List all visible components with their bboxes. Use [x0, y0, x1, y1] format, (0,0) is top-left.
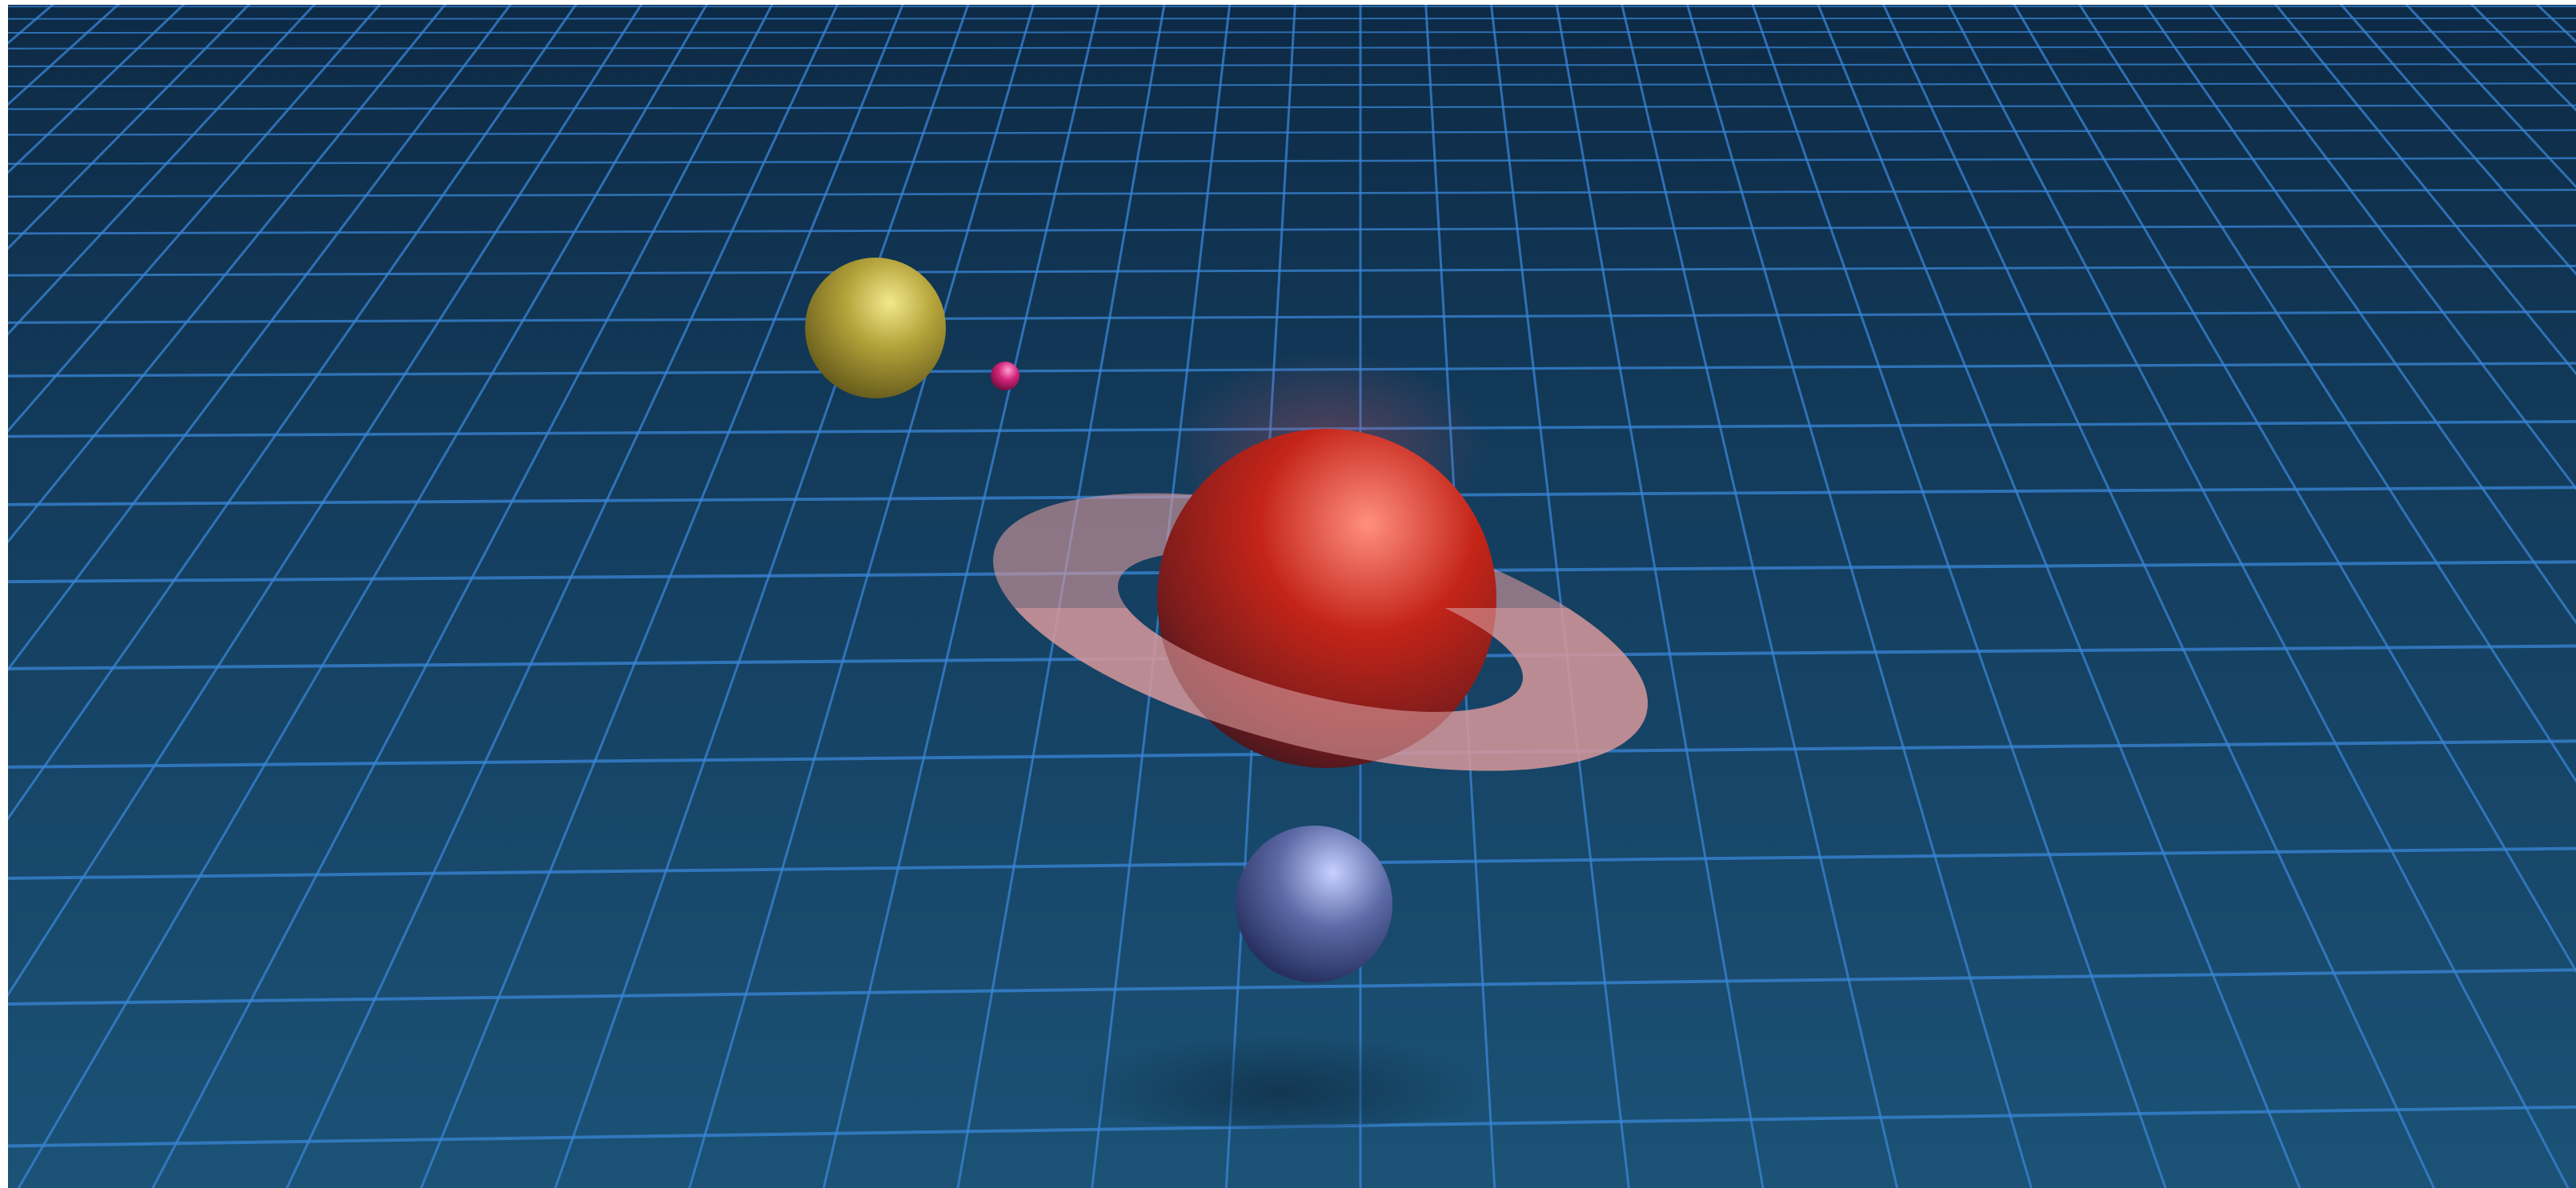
grid-line-depth	[688, 5, 1035, 1188]
grid-line-depth	[17, 5, 708, 1188]
grid-line-horizontal	[8, 17, 2576, 20]
grid-line-depth	[8, 5, 186, 174]
grid-line-depth	[1882, 5, 2436, 1188]
grid-line-depth	[151, 5, 774, 1188]
grid-line-depth	[8, 5, 250, 250]
grid-line-horizontal	[8, 46, 2576, 50]
grid-line-horizontal	[8, 82, 2576, 88]
grid-line-horizontal	[8, 265, 2576, 277]
grid-line-depth	[1621, 5, 1899, 1188]
grid-line-depth	[8, 5, 447, 544]
floor-shadow	[864, 888, 1697, 1128]
grid-line-horizontal	[8, 157, 2576, 165]
grid-line-depth	[956, 5, 1166, 1188]
planet-ring-front	[992, 608, 1649, 771]
grid-line-depth	[1424, 5, 1496, 1188]
grid-line-horizontal	[8, 104, 2576, 110]
grid-line-depth	[8, 5, 578, 821]
grid-line-depth	[8, 5, 382, 433]
grid-line-depth	[1751, 5, 2167, 1188]
grid-line-depth	[419, 5, 904, 1188]
grid-line-depth	[822, 5, 1100, 1188]
grid-line-depth	[1224, 5, 1296, 1188]
grid-line-depth	[8, 5, 512, 672]
grid-line-depth	[8, 5, 120, 106]
grid-line-depth	[2405, 5, 2576, 189]
grid-line-depth	[1091, 5, 1232, 1188]
grid-line-depth	[1817, 5, 2302, 1188]
yellow-sphere	[805, 258, 946, 398]
grid-line-depth	[2470, 5, 2576, 112]
grid-line-depth	[1947, 5, 2570, 1188]
grid-line-depth	[2013, 5, 2576, 974]
grid-line-depth	[285, 5, 839, 1188]
grid-line-depth	[1686, 5, 2033, 1188]
grid-line-horizontal	[8, 188, 2576, 198]
grid-line-depth	[554, 5, 970, 1188]
grid-line-horizontal	[8, 63, 2576, 67]
grid-line-horizontal	[8, 30, 2576, 34]
grid-line-depth	[1489, 5, 1630, 1188]
grid-line-horizontal	[8, 129, 2576, 136]
grid-line-depth	[2339, 5, 2576, 276]
grid-line-depth	[8, 5, 316, 336]
grid-line-depth	[2078, 5, 2576, 783]
grid-line-depth	[2209, 5, 2576, 490]
grid-line-horizontal	[8, 224, 2576, 235]
grid-line-depth	[8, 5, 643, 998]
grid-line-depth	[2143, 5, 2576, 625]
grid-line-depth	[1555, 5, 1765, 1188]
grid-line-depth	[2274, 5, 2576, 376]
magenta-sphere	[991, 362, 1020, 390]
grid-line-horizontal	[8, 310, 2576, 324]
blue-sphere	[1236, 826, 1392, 982]
